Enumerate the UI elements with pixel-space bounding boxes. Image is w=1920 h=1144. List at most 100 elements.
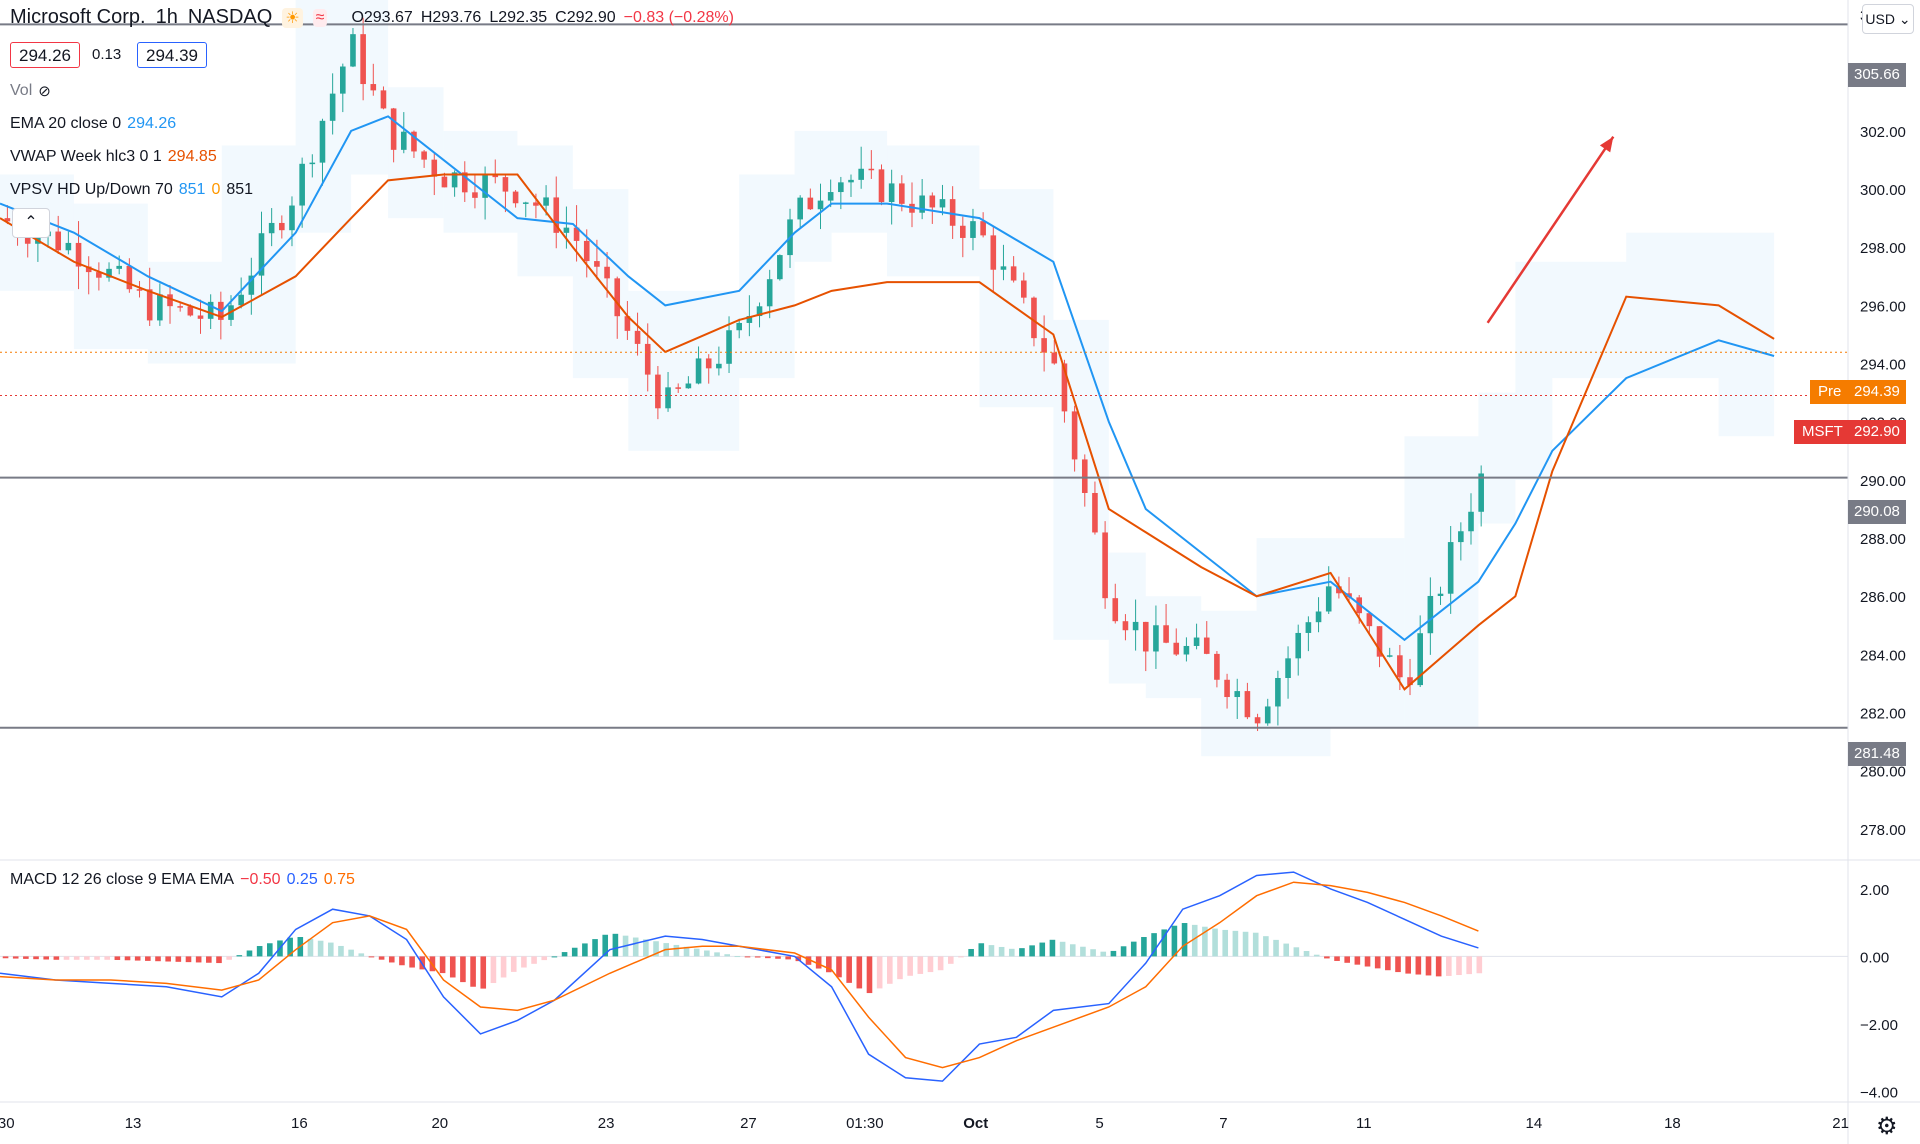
macd-histogram-bar	[1263, 936, 1269, 957]
candle-body	[319, 120, 326, 163]
open-value: O293.67	[351, 8, 413, 26]
volume-profile-block	[794, 130, 832, 262]
price-tick-label: 282.00	[1860, 706, 1906, 723]
candle-body	[1102, 532, 1108, 599]
macd-histogram-bar	[307, 938, 314, 957]
candle-body	[1295, 632, 1302, 659]
legend-macd[interactable]: MACD 12 26 close 9 EMA EMA −0.50 0.25 0.…	[10, 871, 355, 889]
candle-body	[390, 108, 397, 150]
macd-histogram-bar	[134, 956, 141, 961]
vpsv-label: VPSV HD Up/Down 70	[10, 181, 173, 198]
spread-value: 0.13	[92, 46, 122, 63]
macd-histogram-bar	[1283, 943, 1290, 957]
candle-body	[949, 199, 956, 226]
candle-body	[563, 227, 570, 233]
macd-histogram-bar	[145, 956, 151, 961]
symbol-name[interactable]: Microsoft Corp.	[10, 6, 146, 28]
macd-histogram-bar	[846, 956, 852, 983]
legend-vpsv[interactable]: VPSV HD Up/Down 70 851 0 851	[10, 181, 253, 199]
macd-histogram-bar	[887, 956, 893, 984]
time-tick-label: 5	[1095, 1115, 1103, 1132]
candle-body	[126, 265, 133, 290]
macd-signal-line	[0, 881, 1479, 1069]
macd-histogram-bar	[63, 956, 70, 960]
candle-body	[1254, 717, 1261, 724]
eye-crossed-icon[interactable]: ⊘	[38, 83, 51, 100]
candle-body	[1264, 706, 1271, 724]
candle-body	[451, 172, 458, 188]
candle-body	[1203, 637, 1210, 654]
macd-histogram-bar	[1405, 956, 1411, 974]
volume-profile-block	[1478, 392, 1516, 524]
macd-histogram-bar	[399, 956, 405, 966]
macd-histogram-bar	[1344, 956, 1350, 963]
bid-price-box[interactable]: 294.26	[10, 42, 80, 68]
candle-body	[807, 197, 814, 210]
currency-dropdown[interactable]: USD ⌄	[1862, 4, 1914, 34]
ask-price-box[interactable]: 294.39	[137, 42, 207, 68]
candle-body	[1468, 511, 1474, 532]
gear-icon[interactable]: ⚙	[1876, 1113, 1898, 1140]
legend-vwap[interactable]: VWAP Week hlc3 0 1 294.85	[10, 148, 217, 166]
macd-histogram-bar	[1019, 948, 1025, 957]
macd-histogram-bar	[653, 941, 659, 957]
time-tick-label: 27	[740, 1115, 757, 1132]
volume-profile-block	[665, 290, 740, 451]
macd-histogram-bar	[256, 946, 263, 957]
candle-body	[665, 387, 671, 409]
projection-arrow	[1486, 135, 1615, 324]
candle-body	[736, 322, 742, 331]
macd-histogram-bar	[683, 946, 690, 957]
macd-histogram-bar	[490, 956, 497, 984]
candle-body	[289, 205, 295, 231]
macd-histogram-bar	[531, 956, 537, 964]
candle-body	[299, 163, 305, 206]
candle-body	[1244, 691, 1251, 718]
candle-body	[533, 202, 539, 206]
candle-body	[827, 192, 834, 201]
macd-histogram-bar	[968, 948, 974, 957]
macd-histogram-bar	[1303, 951, 1310, 957]
macd-histogram-bar	[1242, 931, 1249, 957]
candle-body	[817, 200, 824, 210]
ema-label: EMA 20 close 0	[10, 115, 122, 132]
macd-histogram-bar	[958, 956, 964, 958]
price-tick-label: 300.00	[1860, 182, 1906, 199]
candle-body	[604, 266, 610, 279]
macd-histogram-bar	[1425, 956, 1432, 976]
macd-histogram-bar	[1202, 926, 1208, 957]
macd-histogram-bar	[1222, 929, 1229, 957]
macd-histogram-bar	[1181, 923, 1188, 957]
macd-histogram-bar	[815, 956, 822, 969]
candle-body	[1020, 280, 1027, 298]
macd-histogram-bar	[338, 945, 344, 957]
candle-body	[919, 195, 925, 213]
macd-histogram-bar	[327, 942, 334, 957]
collapse-legend-button[interactable]: ⌃	[12, 208, 50, 238]
interval-label[interactable]: 1h	[155, 6, 178, 28]
macd-histogram-bar	[1456, 956, 1462, 976]
candle-body	[797, 197, 803, 220]
legend-ema[interactable]: EMA 20 close 0 294.26	[10, 115, 176, 133]
candle-body	[85, 266, 92, 273]
macd-histogram-bar	[1385, 956, 1391, 971]
candle-body	[1315, 611, 1322, 623]
macd-histogram-bar	[1120, 946, 1127, 957]
macd-histogram-bar	[165, 956, 171, 962]
candle-body	[340, 66, 346, 94]
macd-histogram-bar	[1466, 956, 1472, 975]
candle-body	[655, 374, 661, 409]
price-tick-label: 296.00	[1860, 298, 1906, 315]
pre-market-label: Pre	[1810, 380, 1850, 404]
candle-body	[1031, 297, 1037, 339]
macd-histogram-bar	[1049, 939, 1056, 957]
macd-histogram-bar	[460, 956, 466, 983]
candle-body	[1224, 679, 1230, 698]
legend-volume[interactable]: Vol ⊘	[10, 82, 51, 100]
candle-body	[1275, 678, 1281, 707]
candle-body	[116, 265, 122, 269]
wave-icon: ≈	[312, 8, 328, 27]
candle-body	[1214, 653, 1220, 680]
